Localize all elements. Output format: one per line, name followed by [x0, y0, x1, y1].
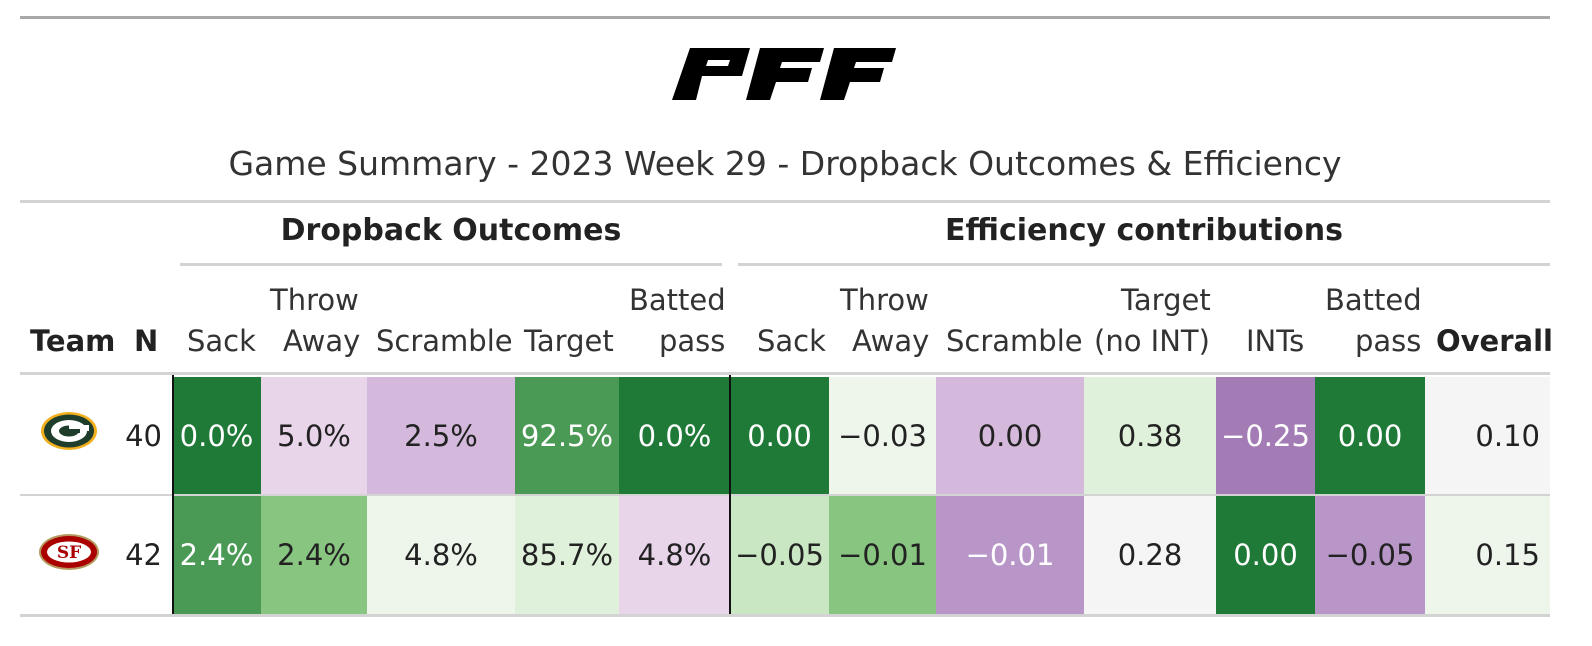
row1-overall: 0.10 — [1425, 377, 1550, 494]
spanner-dropback-outcomes: Dropback Outcomes — [280, 213, 622, 248]
header-eff-target-line2: (no INT) — [1094, 324, 1210, 358]
divider-efficiency-left — [729, 375, 731, 614]
bottom-rule — [20, 614, 1550, 617]
row1-eff-throw: −0.03 — [829, 377, 936, 494]
row1-scramble: 2.5% — [367, 377, 515, 494]
header-eff-ints: INTs — [1246, 324, 1305, 358]
header-n: N — [134, 324, 159, 358]
row2-batted: 4.8% — [619, 496, 730, 614]
header-sack: Sack — [187, 324, 256, 358]
49ers-logo-icon: SF — [39, 534, 99, 570]
row2-overall: 0.15 — [1425, 496, 1550, 614]
row2-sack: 2.4% — [172, 496, 261, 614]
row1-eff-batted: 0.00 — [1315, 377, 1425, 494]
header-overall: Overall — [1436, 324, 1553, 358]
packers-logo-icon — [41, 412, 97, 450]
spanner-efficiency-contributions: Efficiency contributions — [945, 213, 1343, 248]
row-separator — [20, 494, 1550, 496]
pff-logo — [672, 48, 896, 100]
header-scramble: Scramble — [376, 324, 513, 358]
header-throw-away-line2: Away — [283, 324, 361, 358]
header-eff-target-line1: Target — [1121, 283, 1211, 317]
spanner-rule-dropback — [180, 263, 722, 266]
header-eff-throw-line1: Throw — [840, 283, 929, 317]
svg-text:SF: SF — [57, 543, 81, 563]
top-rule — [20, 16, 1550, 19]
row2-scramble: 4.8% — [367, 496, 515, 614]
row1-batted: 0.0% — [619, 377, 730, 494]
row2-target: 85.7% — [515, 496, 619, 614]
header-eff-throw-line2: Away — [852, 324, 930, 358]
row1-n: 40 — [125, 418, 162, 453]
header-batted-line1: Batted — [629, 283, 726, 317]
row1-eff-target: 0.38 — [1084, 377, 1216, 494]
header-eff-batted-line1: Batted — [1325, 283, 1422, 317]
row2-throw-away: 2.4% — [261, 496, 367, 614]
row1-throw-away: 5.0% — [261, 377, 367, 494]
header-rule — [20, 372, 1550, 375]
row2-eff-target: 0.28 — [1084, 496, 1216, 614]
header-eff-sack: Sack — [757, 324, 826, 358]
row1-eff-ints: −0.25 — [1216, 377, 1315, 494]
spanner-rule-efficiency — [738, 263, 1550, 266]
row2-eff-scramble: −0.01 — [936, 496, 1084, 614]
header-team: Team — [30, 324, 116, 358]
row2-n: 42 — [125, 538, 162, 572]
header-eff-scramble: Scramble — [946, 324, 1083, 358]
row1-sack: 0.0% — [172, 377, 261, 494]
row1-target: 92.5% — [515, 377, 619, 494]
header-target: Target — [524, 324, 614, 358]
row2-eff-sack: −0.05 — [730, 496, 829, 614]
divider-outcomes-left — [172, 375, 174, 614]
header-eff-batted-line2: pass — [1355, 324, 1422, 358]
row2-eff-ints: 0.00 — [1216, 496, 1315, 614]
header-throw-away-line1: Throw — [270, 283, 359, 317]
row1-eff-scramble: 0.00 — [936, 377, 1084, 494]
row2-eff-throw: −0.01 — [829, 496, 936, 614]
row1-eff-sack: 0.00 — [730, 377, 829, 494]
title-rule — [20, 200, 1550, 203]
row2-eff-batted: −0.05 — [1315, 496, 1425, 614]
table-title: Game Summary - 2023 Week 29 - Dropback O… — [228, 144, 1342, 183]
header-batted-line2: pass — [659, 324, 726, 358]
